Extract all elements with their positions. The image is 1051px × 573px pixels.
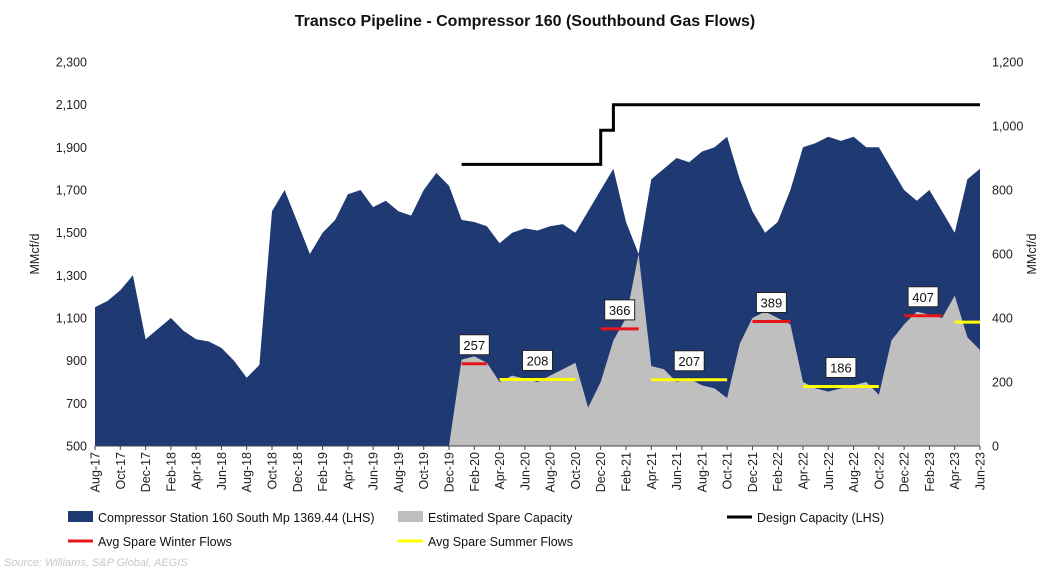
x-tick-label: Jun-20 bbox=[518, 452, 532, 490]
y-left-tick-label: 2,300 bbox=[56, 56, 87, 70]
legend-label: Compressor Station 160 South Mp 1369.44 … bbox=[98, 511, 375, 525]
callout-box bbox=[755, 292, 787, 314]
y-left-tick-label: 1,300 bbox=[56, 269, 87, 283]
y-left-tick-label: 2,100 bbox=[56, 98, 87, 112]
x-tick-label: Feb-20 bbox=[468, 452, 482, 492]
x-tick-label: Jun-19 bbox=[367, 452, 381, 490]
y-right-tick-label: 1,200 bbox=[992, 56, 1023, 70]
y-left-tick-labels: 500 700 900 1,100 1,300 1,500 1,700 1,900 2,100 2… bbox=[56, 56, 87, 454]
callout-box bbox=[604, 299, 636, 321]
y-left-tick-label: 1,700 bbox=[56, 184, 87, 198]
x-tick-label: Aug-21 bbox=[695, 452, 709, 492]
callout-label: 186 bbox=[830, 360, 852, 375]
callout-label: 407 bbox=[912, 290, 934, 305]
y-left-tick-label: 500 bbox=[66, 440, 87, 454]
callout-box bbox=[458, 334, 490, 356]
callout-label: 257 bbox=[463, 338, 485, 353]
x-tick-label: Oct-17 bbox=[114, 452, 128, 490]
legend-label: Estimated Spare Capacity bbox=[428, 511, 573, 525]
callout-box bbox=[673, 350, 705, 372]
x-tick-label: Oct-22 bbox=[872, 452, 886, 490]
x-tick-label: Oct-21 bbox=[721, 452, 735, 490]
y-right-tick-label: 600 bbox=[992, 248, 1013, 262]
x-tick-label: Jun-23 bbox=[974, 452, 988, 490]
callout-box bbox=[522, 349, 553, 371]
x-tick-label: Apr-20 bbox=[493, 452, 507, 490]
x-tick-label: Dec-18 bbox=[291, 452, 305, 492]
x-tick-label: Feb-19 bbox=[316, 452, 330, 492]
x-tick-label: Apr-18 bbox=[190, 452, 204, 490]
legend-swatch bbox=[68, 511, 93, 522]
callout-label: 208 bbox=[527, 353, 549, 368]
x-tick-label: Dec-19 bbox=[443, 452, 457, 492]
avg-spare-layer bbox=[461, 314, 980, 388]
x-tick-label: Feb-23 bbox=[923, 452, 937, 492]
x-tick-label: Aug-17 bbox=[89, 452, 103, 492]
x-tick-label: Jun-22 bbox=[822, 452, 836, 490]
x-tick-label: Apr-22 bbox=[797, 452, 811, 490]
plot-area: 257 366 389 407 208 207 186 bbox=[95, 103, 980, 446]
source-note: Source: Williams, S&P Global, AEGIS bbox=[4, 557, 188, 569]
x-tick-label: Oct-19 bbox=[417, 452, 431, 490]
callout-label: 389 bbox=[761, 296, 783, 311]
x-tick-label: Aug-20 bbox=[544, 452, 558, 492]
y-left-tick-label: 1,900 bbox=[56, 141, 87, 155]
series-design-capacity-line bbox=[461, 103, 980, 166]
chart-title: Transco Pipeline - Compressor 160 (South… bbox=[295, 13, 756, 30]
callouts-layer: 257 366 389 407 208 207 186 bbox=[458, 286, 939, 378]
y-right-tick-label: 1,000 bbox=[992, 120, 1023, 134]
callout-label: 207 bbox=[678, 354, 700, 369]
x-tick-label: Aug-22 bbox=[847, 452, 861, 492]
x-tick-label: Feb-22 bbox=[771, 452, 785, 492]
callout-box bbox=[907, 286, 939, 308]
spare-capacity-layer bbox=[449, 254, 980, 446]
x-tick-label: Aug-19 bbox=[392, 452, 406, 492]
y-left-tick-label: 1,100 bbox=[56, 312, 87, 326]
x-tick-label: Feb-21 bbox=[620, 452, 634, 492]
legend-label: Avg Spare Summer Flows bbox=[428, 535, 573, 549]
callout-label: 366 bbox=[609, 303, 631, 318]
x-tick-label: Feb-18 bbox=[164, 452, 178, 492]
x-tick-label: Dec-21 bbox=[746, 452, 760, 492]
y-right-axis-title: MMcf/d bbox=[1025, 233, 1039, 274]
x-tick-label: Dec-17 bbox=[139, 452, 153, 492]
y-left-tick-label: 700 bbox=[66, 397, 87, 411]
x-tick-label: Apr-21 bbox=[645, 452, 659, 490]
x-tick-label: Oct-20 bbox=[569, 452, 583, 490]
legend-label: Avg Spare Winter Flows bbox=[98, 535, 232, 549]
x-tick-label: Aug-18 bbox=[240, 452, 254, 492]
y-right-tick-labels: 0 200 400 600 800 1,000 1,200 bbox=[992, 56, 1023, 454]
y-left-tick-label: 900 bbox=[66, 354, 87, 368]
x-tick-labels: Aug-17 Oct-17 Dec-17 Feb-18 Apr-18 Jun-18 Aug-… bbox=[89, 446, 988, 492]
design-capacity-layer bbox=[461, 103, 980, 166]
x-tick-label: Jun-18 bbox=[215, 452, 229, 490]
x-tick-label: Apr-23 bbox=[948, 452, 962, 490]
x-tick-label: Apr-19 bbox=[341, 452, 355, 490]
x-tick-label: Oct-18 bbox=[266, 452, 280, 490]
y-right-tick-label: 200 bbox=[992, 376, 1013, 390]
legend-swatch bbox=[398, 511, 423, 522]
callout-box bbox=[825, 356, 857, 378]
y-left-axis-title: MMcf/d bbox=[28, 233, 42, 274]
x-tick-label: Dec-20 bbox=[594, 452, 608, 492]
y-right-tick-label: 800 bbox=[992, 184, 1013, 198]
y-right-tick-label: 400 bbox=[992, 312, 1013, 326]
series-estimated-spare-capacity-area bbox=[449, 254, 980, 446]
x-tick-label: Dec-22 bbox=[898, 452, 912, 492]
legend: Compressor Station 160 South Mp 1369.44 … bbox=[68, 511, 884, 549]
y-left-tick-label: 1,500 bbox=[56, 226, 87, 240]
y-right-tick-label: 0 bbox=[992, 440, 999, 454]
x-tick-label: Jun-21 bbox=[670, 452, 684, 490]
legend-label: Design Capacity (LHS) bbox=[757, 511, 884, 525]
